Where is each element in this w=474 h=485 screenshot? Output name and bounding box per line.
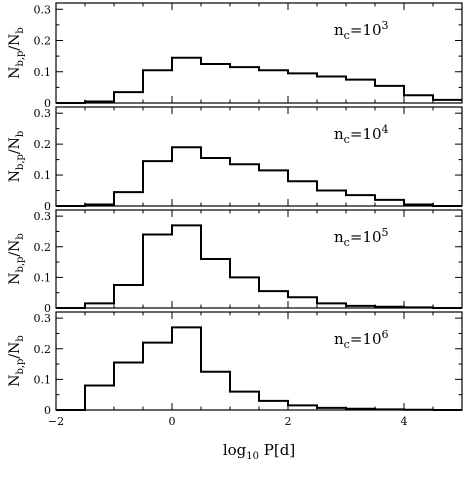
histogram-bin [114, 92, 143, 103]
histogram-bin [259, 170, 288, 206]
y-axis-label: Nb,p/Nb [7, 335, 26, 387]
y-tick-label: 0.3 [34, 210, 52, 223]
y-tick-label: 0.2 [34, 241, 52, 254]
histogram-bin [375, 307, 404, 308]
histogram-bin [259, 291, 288, 308]
histogram-series [56, 224, 462, 309]
histogram-series [56, 56, 462, 104]
histogram-bin [201, 158, 230, 206]
y-tick-label: 0.3 [34, 312, 52, 325]
x-axis-label: log10 P[d] [223, 441, 295, 462]
histogram-bin [346, 409, 375, 410]
histogram-bin [317, 408, 346, 410]
y-tick-label: 0.2 [34, 35, 52, 48]
histogram-bin [404, 95, 433, 103]
histogram-bin [85, 204, 114, 206]
x-tick-label: 4 [401, 415, 408, 428]
histogram-bin [404, 204, 433, 206]
histogram-bin [288, 181, 317, 206]
histogram-bin [172, 225, 201, 308]
panel-annotation: nc=104 [334, 123, 389, 146]
histogram-bin [259, 401, 288, 410]
y-tick-label: 0 [44, 97, 51, 110]
histogram-bin [346, 195, 375, 206]
y-axis-label: Nb,p/Nb [7, 27, 26, 79]
panel-annotation: nc=106 [334, 328, 389, 351]
histogram-bin [230, 277, 259, 308]
histogram-bin [433, 100, 462, 103]
histogram-bin [230, 67, 259, 103]
histogram-bin [143, 235, 172, 309]
histogram-bin [230, 392, 259, 410]
y-tick-label: 0 [44, 200, 51, 213]
y-tick-label: 0.3 [34, 107, 52, 120]
histogram-bin [85, 101, 114, 103]
x-tick-label: 0 [169, 415, 176, 428]
histogram-bin [375, 86, 404, 103]
histogram-bin [259, 70, 288, 103]
histogram-bin [85, 303, 114, 308]
histogram-bin [346, 306, 375, 308]
histogram-bin [317, 303, 346, 308]
histogram-bin [172, 58, 201, 103]
panel-annotation: nc=103 [334, 19, 389, 42]
histogram-series [56, 326, 462, 411]
histogram-bin [375, 409, 404, 410]
histogram-bin [201, 259, 230, 308]
histogram-bin [143, 161, 172, 206]
y-tick-label: 0 [44, 404, 51, 417]
y-tick-label: 0.1 [34, 373, 52, 386]
histogram-bin [375, 200, 404, 206]
y-axis-label: Nb,p/Nb [7, 233, 26, 285]
histogram-bin [114, 285, 143, 308]
y-tick-label: 0.3 [34, 3, 52, 16]
histogram-series [56, 146, 462, 207]
histogram-bin [288, 73, 317, 103]
panel-3: 0 0.1 0.2 0.3 nc=105 Nb,p/Nb [7, 209, 463, 315]
histogram-bin [172, 147, 201, 206]
histogram-bin [288, 405, 317, 410]
histogram-bin [317, 191, 346, 206]
histogram-bin [317, 76, 346, 103]
histogram-bin [172, 327, 201, 410]
histogram-bin [85, 386, 114, 411]
histogram-bin [404, 307, 433, 308]
histogram-bin [346, 80, 375, 103]
y-tick-label: 0.1 [34, 271, 52, 284]
histogram-bin [114, 192, 143, 206]
y-tick-label: 0 [44, 302, 51, 315]
y-axis-label: Nb,p/Nb [7, 131, 26, 183]
histogram-bin [288, 297, 317, 308]
x-tick-label: −2 [48, 415, 64, 428]
y-tick-label: 0.2 [34, 343, 52, 356]
histogram-bin [201, 372, 230, 410]
panel-annotation: nc=105 [334, 226, 389, 249]
histogram-bin [114, 363, 143, 410]
histogram-bin [201, 64, 230, 103]
histogram-bin [143, 70, 172, 103]
y-tick-label: 0.2 [34, 138, 52, 151]
y-tick-label: 0.1 [34, 66, 52, 79]
panel-2: 0 0.1 0.2 0.3 nc=104 Nb,p/Nb [7, 106, 463, 213]
y-tick-label: 0.1 [34, 169, 52, 182]
histogram-bin [230, 164, 259, 206]
panel-1: 0 0.1 0.2 0.3 nc=103 Nb,p/Nb [7, 2, 463, 110]
x-tick-label: 2 [285, 415, 292, 428]
histogram-bin [143, 343, 172, 410]
